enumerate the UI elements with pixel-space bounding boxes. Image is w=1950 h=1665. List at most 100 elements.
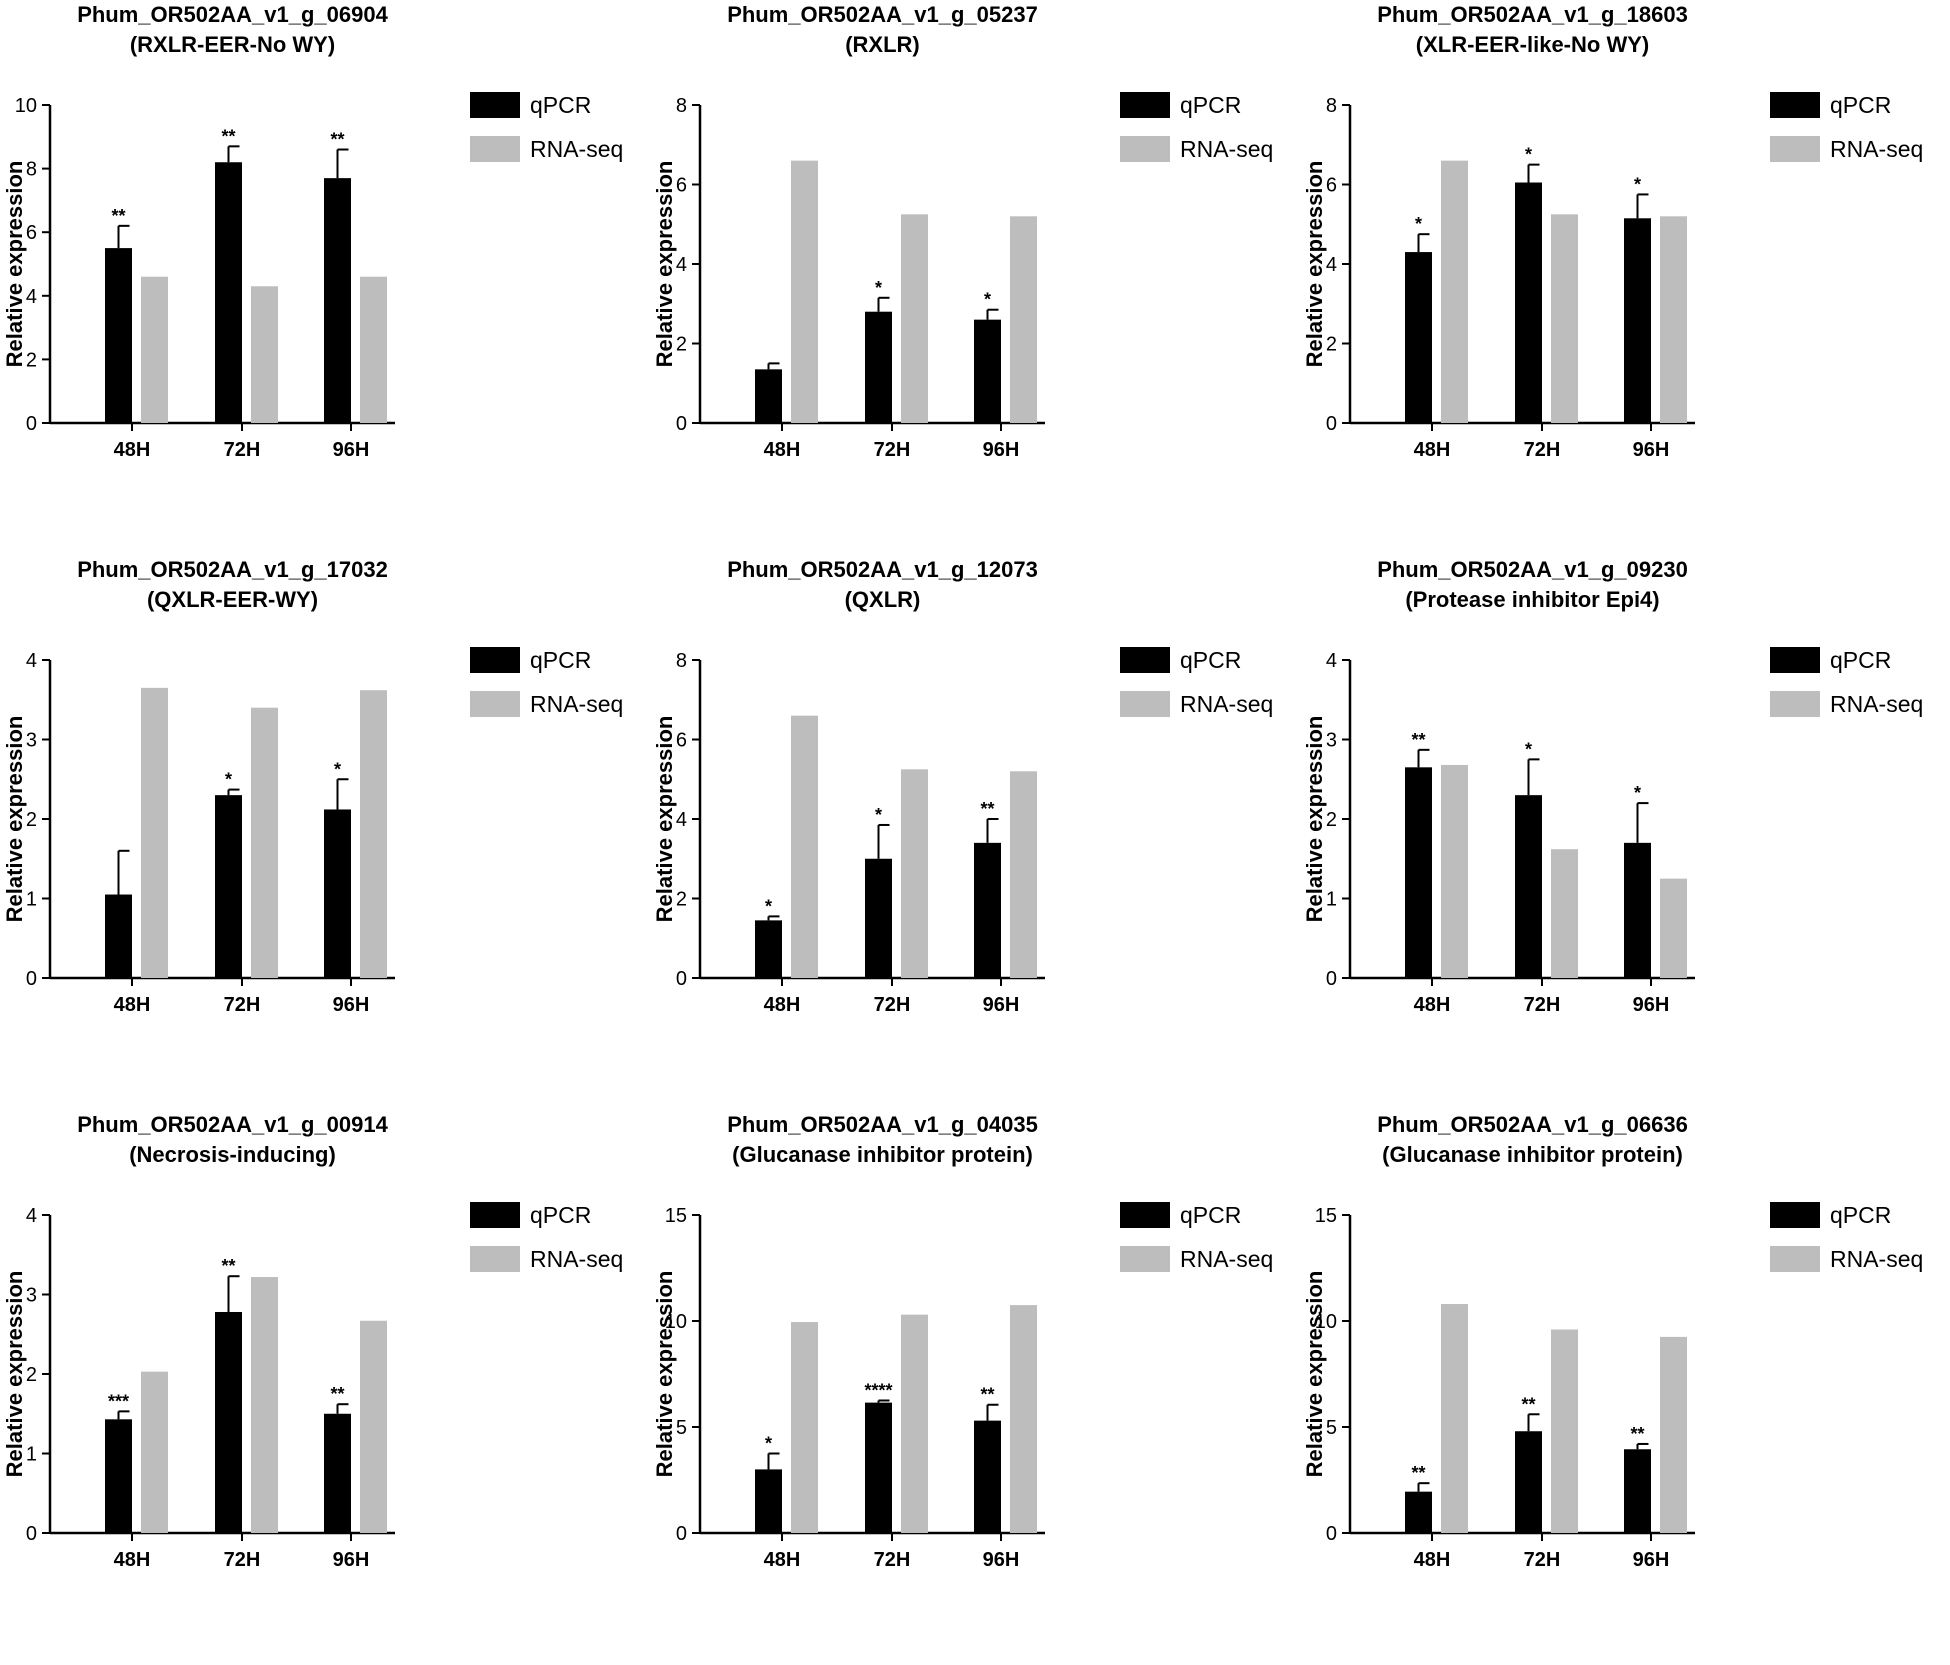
chart-panel: Phum_OR502AA_v1_g_17032 (QXLR-EER-WY) Rela… <box>0 555 650 1110</box>
bar-qpcr <box>974 319 1001 423</box>
bar-rnaseq <box>901 1314 928 1533</box>
y-axis-label: Relative expression <box>652 161 677 368</box>
x-tick-label: 72H <box>874 439 911 461</box>
x-tick-label: 48H <box>764 994 801 1016</box>
bar-rnaseq <box>1660 1336 1687 1533</box>
x-tick-label: 96H <box>333 1549 370 1571</box>
legend-label-rnaseq: RNA-seq <box>1180 1246 1273 1272</box>
significance-label: * <box>875 278 882 298</box>
legend-swatch-rnaseq <box>1120 1246 1170 1272</box>
chart-subtitle: (Glucanase inhibitor protein) <box>1382 1142 1683 1167</box>
y-tick-label: 4 <box>676 809 687 831</box>
y-tick-label: 4 <box>26 286 37 308</box>
bar-rnaseq <box>1010 216 1037 423</box>
legend-label-rnaseq: RNA-seq <box>1830 1246 1923 1272</box>
legend-label-qpcr: qPCR <box>1180 1202 1241 1228</box>
chart-title: Phum_OR502AA_v1_g_09230 <box>1377 557 1688 582</box>
y-axis-label: Relative expression <box>1302 716 1327 923</box>
bar-qpcr <box>755 369 782 423</box>
chart-title: Phum_OR502AA_v1_g_05237 <box>727 2 1038 27</box>
y-tick-label: 2 <box>1326 809 1337 831</box>
y-axis-label: Relative expression <box>2 716 27 923</box>
y-tick-label: 0 <box>676 968 687 990</box>
significance-label: ** <box>1411 730 1425 750</box>
y-tick-label: 0 <box>1326 968 1337 990</box>
bar-qpcr <box>215 795 242 978</box>
legend-swatch-rnaseq <box>1770 136 1820 162</box>
y-axis-label: Relative expression <box>2 161 27 368</box>
y-tick-label: 4 <box>1326 650 1337 672</box>
y-tick-label: 2 <box>26 1364 37 1386</box>
significance-label: * <box>1634 783 1641 803</box>
x-tick-label: 96H <box>1633 439 1670 461</box>
x-tick-label: 48H <box>1414 439 1451 461</box>
y-tick-label: 3 <box>26 1285 37 1307</box>
y-tick-label: 0 <box>26 968 37 990</box>
legend-label-rnaseq: RNA-seq <box>1180 691 1273 717</box>
legend-swatch-qpcr <box>1770 1202 1820 1228</box>
significance-label: ** <box>980 1385 994 1405</box>
chart-subtitle: (XLR-EER-like-No WY) <box>1416 32 1649 57</box>
bar-qpcr <box>755 920 782 978</box>
bar-rnaseq <box>251 1277 278 1533</box>
chart-subtitle: (RXLR) <box>845 32 920 57</box>
chart-subtitle: (Glucanase inhibitor protein) <box>732 1142 1033 1167</box>
significance-label: * <box>225 770 232 790</box>
bar-qpcr <box>105 894 132 978</box>
bar-rnaseq <box>791 715 818 978</box>
bar-rnaseq <box>141 687 168 978</box>
chart-subtitle: (RXLR-EER-No WY) <box>130 32 335 57</box>
bar-rnaseq <box>141 1371 168 1533</box>
bar-qpcr <box>974 842 1001 978</box>
legend-label-qpcr: qPCR <box>1830 647 1891 673</box>
chart-subtitle: (Protease inhibitor Epi4) <box>1405 587 1659 612</box>
y-axis-label: Relative expression <box>1302 161 1327 368</box>
y-tick-label: 1 <box>26 889 37 911</box>
y-tick-label: 4 <box>26 650 37 672</box>
chart-panel: Phum_OR502AA_v1_g_09230 (Protease inhibit… <box>1300 555 1950 1110</box>
chart-panel: Phum_OR502AA_v1_g_06636 (Glucanase inhibi… <box>1300 1110 1950 1665</box>
y-axis-label: Relative expression <box>2 1271 27 1478</box>
y-axis-label: Relative expression <box>1302 1271 1327 1478</box>
y-tick-label: 4 <box>26 1205 37 1227</box>
significance-label: * <box>875 805 882 825</box>
x-tick-label: 96H <box>1633 1549 1670 1571</box>
y-tick-label: 1 <box>26 1444 37 1466</box>
bar-rnaseq <box>1441 1304 1468 1533</box>
y-tick-label: 0 <box>26 1523 37 1545</box>
bar-qpcr <box>324 809 351 978</box>
bar-qpcr <box>1515 795 1542 978</box>
significance-label: ** <box>1521 1394 1535 1414</box>
legend-label-rnaseq: RNA-seq <box>530 1246 623 1272</box>
y-tick-label: 6 <box>26 222 37 244</box>
legend-label-rnaseq: RNA-seq <box>1180 136 1273 162</box>
y-tick-label: 1 <box>1326 889 1337 911</box>
bar-rnaseq <box>791 160 818 423</box>
bar-qpcr <box>1405 1491 1432 1533</box>
y-tick-label: 15 <box>1315 1205 1337 1227</box>
y-tick-label: 10 <box>665 1311 687 1333</box>
x-tick-label: 72H <box>224 439 261 461</box>
y-tick-label: 2 <box>26 809 37 831</box>
bar-qpcr <box>1405 252 1432 423</box>
legend-swatch-qpcr <box>1120 92 1170 118</box>
significance-label: * <box>1634 174 1641 194</box>
x-tick-label: 96H <box>983 439 1020 461</box>
legend-label-rnaseq: RNA-seq <box>1830 691 1923 717</box>
chart-title: Phum_OR502AA_v1_g_06636 <box>1377 1112 1688 1137</box>
bar-rnaseq <box>360 1320 387 1533</box>
chart-svg: Phum_OR502AA_v1_g_00914 (Necrosis-inducin… <box>2 1112 623 1571</box>
legend-swatch-rnaseq <box>1770 1246 1820 1272</box>
x-tick-label: 96H <box>983 994 1020 1016</box>
legend-label-qpcr: qPCR <box>1180 647 1241 673</box>
x-tick-label: 48H <box>1414 1549 1451 1571</box>
significance-label: ** <box>221 1256 235 1276</box>
y-tick-label: 6 <box>1326 175 1337 197</box>
x-tick-label: 48H <box>1414 994 1451 1016</box>
legend-swatch-qpcr <box>470 92 520 118</box>
legend-label-qpcr: qPCR <box>530 647 591 673</box>
legend-label-qpcr: qPCR <box>1180 92 1241 118</box>
bar-qpcr <box>215 162 242 424</box>
chart-svg: Phum_OR502AA_v1_g_05237 (RXLR) Relative ex… <box>652 2 1273 461</box>
significance-label: ** <box>111 206 125 226</box>
